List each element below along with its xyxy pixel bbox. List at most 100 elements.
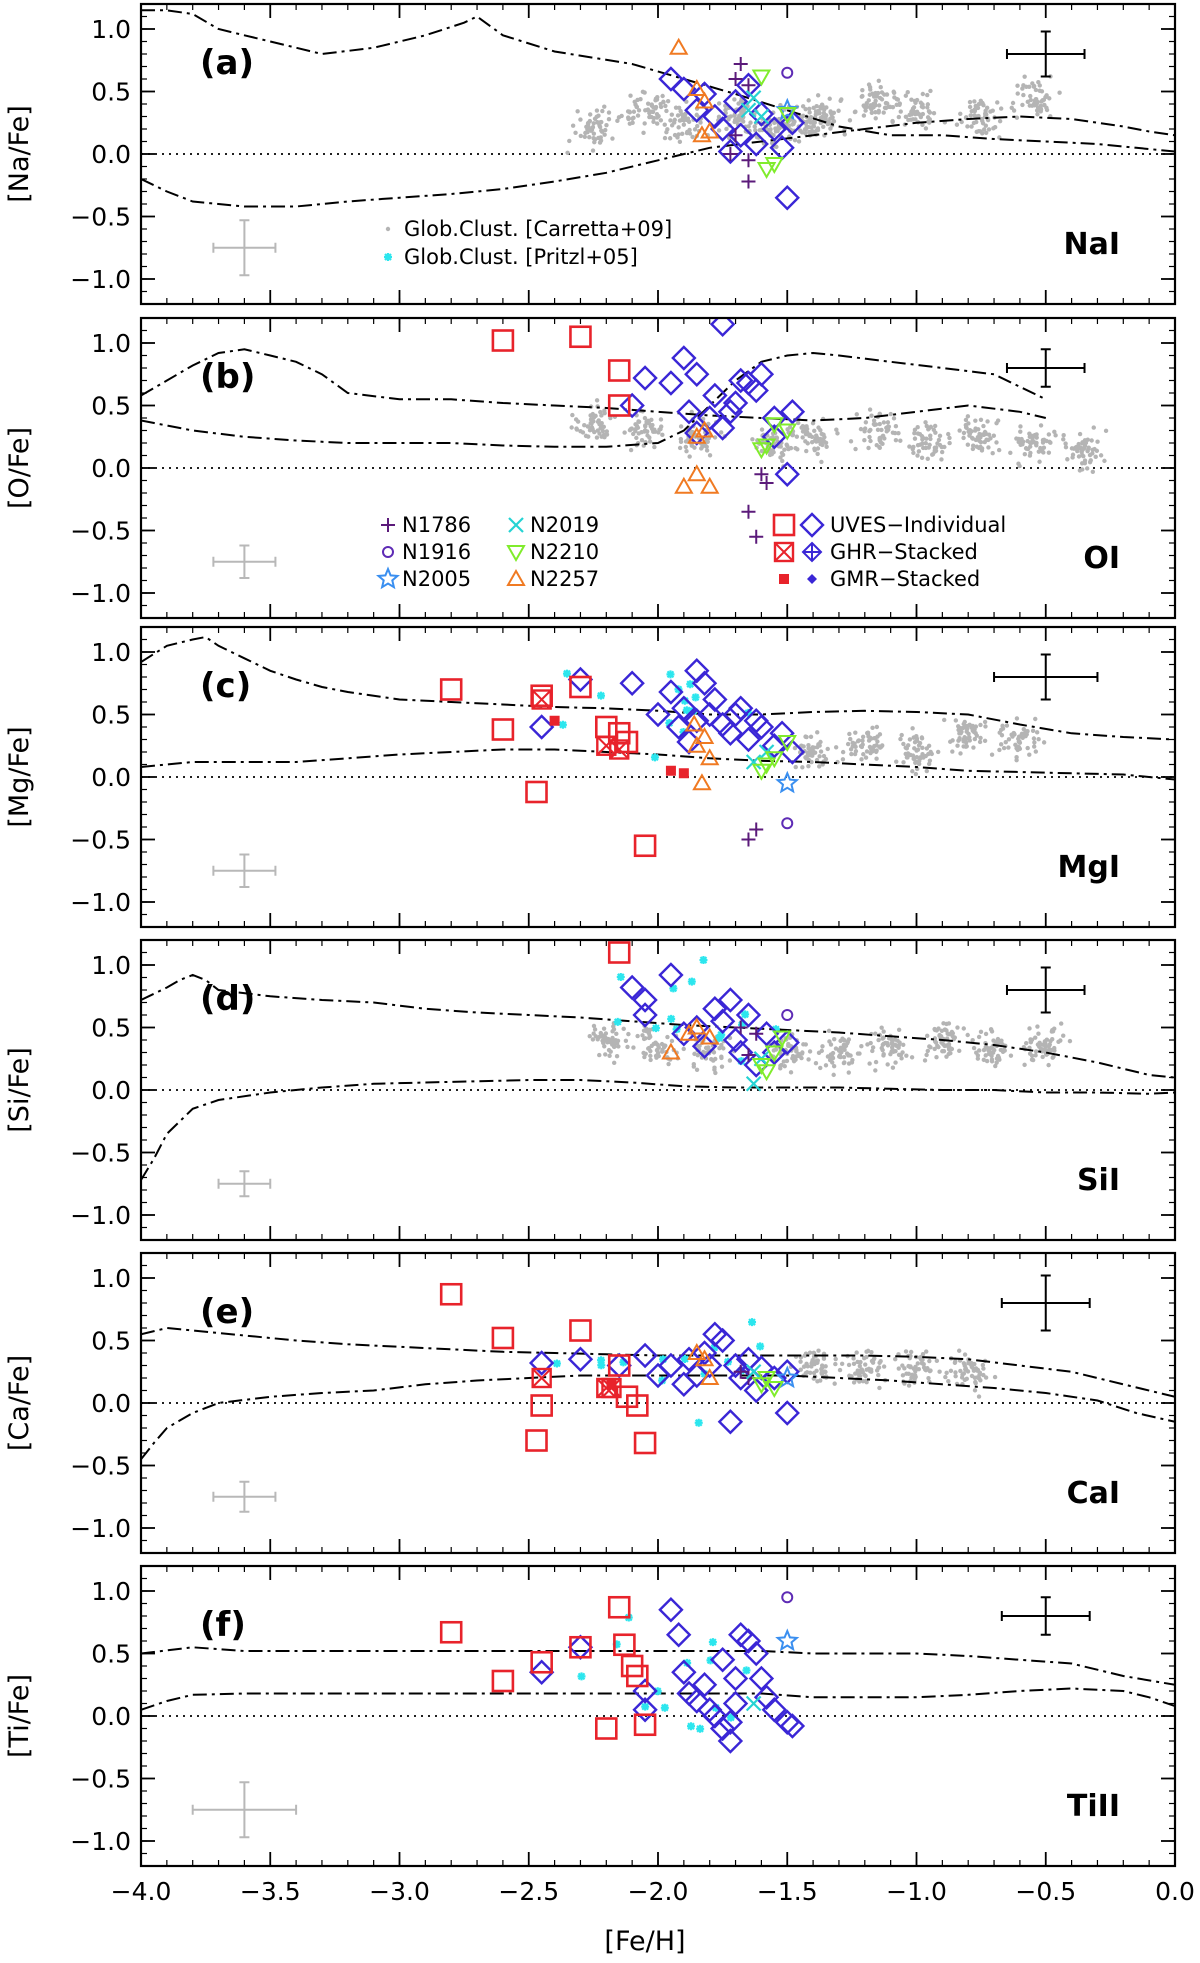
gc-point	[909, 1055, 915, 1060]
n1916-point	[781, 817, 794, 830]
gc-point	[890, 1065, 896, 1070]
gc-point	[885, 1062, 890, 1067]
gc-point	[865, 730, 871, 735]
gc-point	[574, 426, 579, 431]
gc-point	[1030, 81, 1035, 86]
gc-point	[1091, 425, 1096, 430]
n2210-point	[764, 1045, 785, 1063]
gc-point	[962, 1352, 968, 1357]
gc-point	[877, 445, 883, 451]
y-tick-label: 0.5	[91, 392, 131, 421]
gc-point	[911, 109, 917, 115]
gc-point	[801, 1364, 807, 1369]
gc-point	[599, 128, 604, 133]
gc-point	[1011, 108, 1017, 113]
gc-point	[927, 1044, 932, 1049]
pritzl-point	[667, 1014, 676, 1023]
gc-point	[815, 1360, 820, 1365]
gc-point	[860, 87, 865, 93]
field-star-diamond	[697, 405, 723, 431]
gc-point	[965, 442, 971, 447]
gc-point	[1020, 86, 1025, 91]
n2257-point	[699, 748, 720, 766]
gc-point	[817, 764, 822, 769]
gc-point	[975, 1056, 981, 1061]
legend-marker-cross	[774, 542, 794, 562]
n2210-point	[764, 417, 785, 435]
field-star-diamond	[774, 1400, 800, 1426]
gc-point	[712, 1067, 717, 1072]
gc-point	[614, 1054, 620, 1059]
gc-point	[799, 425, 804, 430]
panel-a: −1.0 −0.5 0.0 0.5 1.0 [Na/Fe] (a) NaI	[4, 2, 1177, 306]
uves-square	[569, 325, 592, 349]
gc-point	[787, 425, 793, 430]
gc-point	[993, 1039, 999, 1045]
gc-point	[879, 427, 884, 433]
gc-point	[689, 409, 694, 415]
field-star-diamond	[645, 701, 671, 728]
gc-point	[1036, 1031, 1041, 1036]
gray-error-bar	[191, 1781, 298, 1839]
gc-point	[716, 101, 722, 106]
gc-point	[893, 1060, 898, 1065]
gc-point	[921, 445, 926, 451]
gc-point	[918, 755, 923, 760]
n2019-point	[740, 102, 757, 119]
gc-point	[819, 102, 825, 107]
legend-label: N1786	[402, 513, 471, 537]
gc-point	[890, 119, 895, 125]
gc-point	[817, 754, 822, 759]
gc-point	[824, 444, 829, 450]
gc-point	[622, 430, 627, 435]
gc-point	[590, 1037, 596, 1042]
legend-marker	[773, 541, 795, 563]
gc-point	[818, 441, 823, 447]
gc-point	[780, 452, 786, 458]
field-star-diamond	[717, 1709, 744, 1735]
gc-point	[741, 119, 746, 124]
gc-point	[642, 415, 648, 421]
gc-point	[595, 120, 601, 125]
x-tick-label: −3.5	[240, 1877, 301, 1906]
gc-point	[602, 410, 607, 416]
gc-point	[879, 90, 885, 95]
gc-point	[1035, 112, 1040, 117]
gc-point	[902, 1366, 907, 1371]
gc-point	[925, 1033, 930, 1039]
gc-point	[933, 430, 938, 435]
gc-point	[1046, 432, 1052, 437]
n2210-point	[756, 757, 777, 775]
gc-point	[752, 124, 757, 129]
gc-point	[833, 1356, 838, 1362]
gc-point	[1034, 730, 1040, 735]
gc-point	[909, 1375, 914, 1380]
gc-point	[825, 746, 830, 752]
pritzl-point	[771, 1025, 780, 1034]
gc-point	[992, 1047, 997, 1053]
gc-point	[877, 437, 883, 443]
gc-point	[858, 426, 864, 432]
n2005-point	[775, 1628, 800, 1652]
gc-point	[639, 437, 645, 443]
gc-point	[1027, 103, 1033, 108]
field-star-diamond	[709, 116, 736, 142]
gc-point	[828, 126, 833, 131]
gc-point	[860, 93, 865, 99]
gc-point	[778, 1063, 783, 1068]
gc-point	[993, 1063, 998, 1069]
gc-point	[971, 1045, 977, 1051]
gc-point	[983, 1375, 989, 1380]
gc-point	[965, 414, 971, 419]
gc-point	[606, 110, 612, 115]
gc-point	[601, 1026, 607, 1031]
field-star-diamond	[774, 185, 800, 211]
x-tick-label: −4.0	[111, 1877, 172, 1906]
gc-point	[635, 97, 640, 103]
gc-point	[800, 104, 806, 109]
panel-letter: (c)	[200, 666, 251, 706]
gc-point	[724, 126, 729, 132]
gc-point	[864, 100, 869, 106]
y-tick-label: −1.0	[70, 888, 131, 917]
gc-point	[1044, 107, 1050, 113]
